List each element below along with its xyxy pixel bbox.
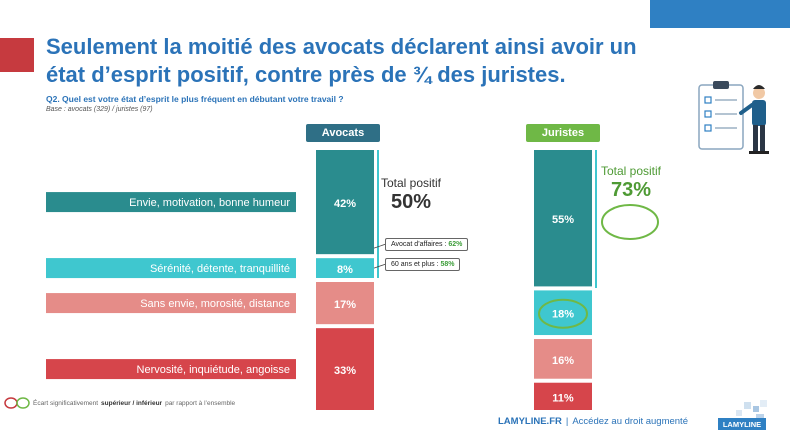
bar-avocats-0 (316, 150, 374, 255)
clipboard-person-illustration (698, 81, 769, 154)
survey-question: Q2. Quel est votre état d’esprit le plus… (46, 94, 344, 104)
sample-base: Base : avocats (329) / juristes (97) (46, 106, 153, 113)
juristes-total-value: 73% (610, 179, 652, 201)
footer-tagline: Accédez au droit augmenté (572, 416, 688, 427)
significance-rings-icon (4, 397, 30, 409)
callout-label: Avocat d’affaires : (391, 241, 447, 248)
avocats-total-positive: Total positif 50% (376, 176, 446, 214)
callout-avocat-affaires: Avocat d’affaires : 62% (385, 238, 469, 251)
category-bar-2 (46, 293, 296, 314)
footer-separator: | (565, 416, 569, 427)
bar-juristes-2 (534, 339, 592, 379)
category-label: Sérénité, détente, tranquillité (150, 263, 290, 275)
callout-connector-2 (373, 263, 387, 269)
data-label: 8% (337, 264, 353, 276)
juristes-total-significance-ring (601, 204, 659, 240)
top-accent-bar (650, 0, 790, 28)
legend-prefix: Écart significativement (33, 399, 99, 407)
bar-avocats-2 (316, 282, 374, 325)
data-label: 17% (334, 299, 356, 311)
legend-suffix: par rapport à l’ensemble (165, 399, 236, 407)
lamyline-logo: LAMYLINE (718, 400, 767, 430)
data-label: 55% (552, 214, 574, 226)
category-label: Sans envie, morosité, distance (140, 298, 290, 310)
category-bar-1 (46, 258, 296, 279)
callout-60-ans: 60 ans et plus : 58% (385, 258, 461, 271)
data-label: 18% (552, 309, 574, 321)
callout-value: 62% (448, 241, 463, 248)
title-accent-block (0, 38, 34, 72)
data-label: 33% (334, 365, 356, 377)
footer-brand[interactable]: LAMYLINE.FR (498, 416, 562, 427)
data-label: 42% (334, 198, 356, 210)
juristes-column-header: Juristes (526, 124, 600, 142)
category-label: Envie, motivation, bonne humeur (129, 197, 290, 209)
juristes-total-positive: Total positif 73% (596, 164, 666, 202)
legend-bold: supérieur / inférieur (101, 399, 163, 407)
page-title: Seulement la moitié des avocats déclaren… (46, 34, 637, 87)
juristes-total-label: Total positif (600, 164, 662, 178)
callout-value: 58% (440, 261, 455, 268)
juristes-serenite-significance-ring (538, 298, 588, 329)
data-label: 11% (552, 392, 574, 404)
avocats-column-header: Avocats (306, 124, 380, 142)
category-bar-0 (46, 192, 296, 213)
category-label: Nervosité, inquiétude, angoisse (137, 364, 290, 376)
bar-juristes-0 (534, 150, 592, 287)
significance-legend: Écart significativement supérieur / infé… (4, 396, 235, 410)
bar-avocats-1 (316, 258, 374, 278)
bar-avocats-3 (316, 328, 374, 410)
footer: LAMYLINE.FR | Accédez au droit augmenté (498, 416, 688, 427)
callout-label: 60 ans et plus : (391, 261, 439, 268)
avocats-total-value: 50% (390, 191, 432, 213)
data-label: 16% (552, 355, 574, 367)
svg-text:LAMYLINE: LAMYLINE (723, 420, 761, 429)
bar-juristes-3 (534, 382, 592, 410)
avocats-total-label: Total positif (380, 176, 442, 190)
category-bar-3 (46, 359, 296, 380)
callout-connector-1 (373, 243, 387, 249)
